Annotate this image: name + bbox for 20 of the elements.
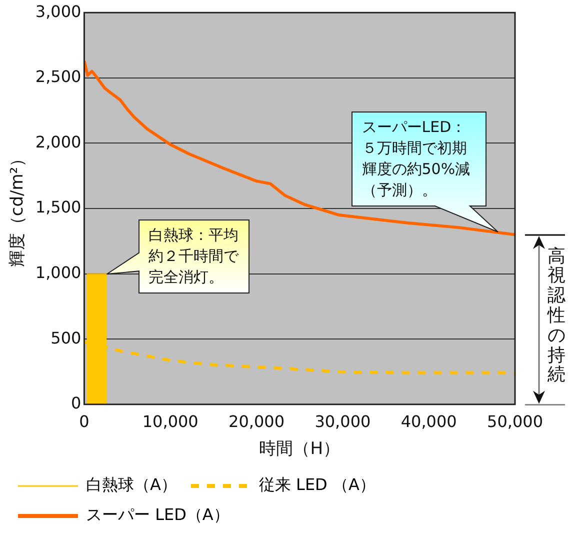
y-tick-label: 1,500 [35,198,82,217]
x-axis-title: 時間（H） [259,439,340,460]
y-tick-label: 1,000 [35,262,82,282]
y-tick-label: 3,000 [35,2,82,21]
legend-label: 従来 LED （A） [258,475,376,494]
x-tick-label: 40,000 [400,412,457,432]
legend-label: スーパー LED（A） [86,505,230,524]
y-tick-label: 500 [50,328,82,348]
x-tick-label: 50,000 [487,412,543,432]
x-tick-label: 30,000 [314,412,371,432]
y-tick-label: 2,000 [35,132,82,152]
x-tick-label: 10,000 [142,412,198,432]
y-axis-title: 輝度（cd/m²） [8,150,28,268]
legend-label: 白熱球（A） [86,475,177,494]
annotation: 白熱球：平均約２千時間で完全消灯。 [148,224,239,288]
y-tick-label: 2,500 [35,67,82,86]
annotation: スーパーLED：５万時間で初期輝度の約50%減（予測）。 [362,117,472,201]
x-tick-label: 20,000 [228,412,285,432]
text: 高視認性の持続 [547,246,566,386]
y-tick-label: 0 [71,394,82,413]
